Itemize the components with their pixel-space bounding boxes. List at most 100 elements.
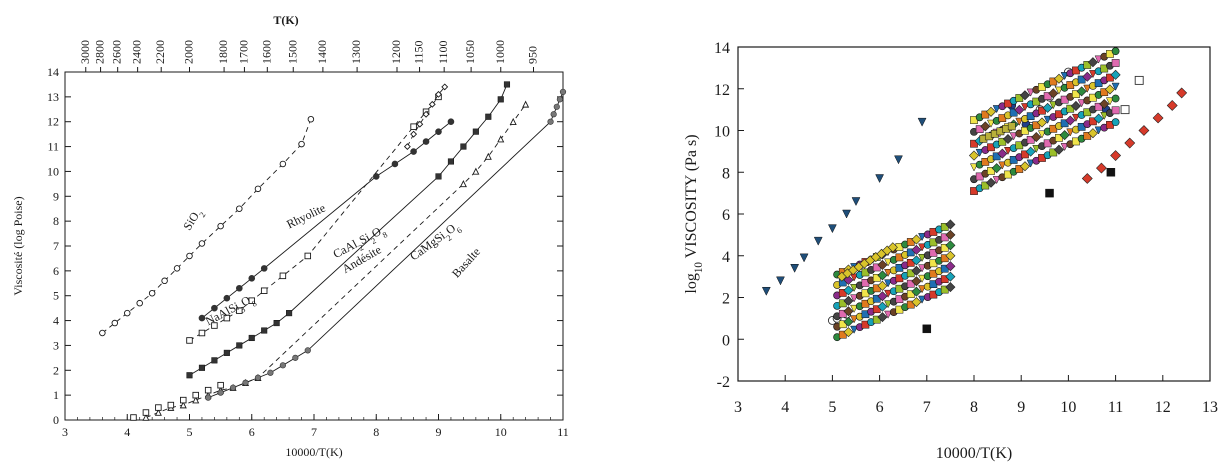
right-cluster-point — [1083, 84, 1092, 93]
right-cluster-point — [1060, 143, 1069, 152]
right-x-tick-label: 11 — [1108, 399, 1123, 416]
left-y-tick-label: 5 — [53, 289, 59, 303]
left-data-point — [509, 117, 517, 125]
left-data-point — [547, 118, 554, 125]
left-top-tick-label: 1050 — [463, 40, 477, 64]
right-y-axis-title: log10 VISCOSITY (Pa s) — [683, 134, 705, 293]
right-cluster-point — [985, 106, 997, 117]
right-y-tick-label: 4 — [722, 249, 730, 266]
right-cluster-point — [1048, 88, 1059, 99]
right-cluster-point — [911, 286, 922, 297]
right-cluster-point — [1066, 128, 1075, 137]
left-data-point — [447, 118, 455, 126]
right-data-point — [1110, 150, 1122, 161]
right-cluster-point — [850, 294, 859, 303]
right-cluster-point — [911, 255, 922, 266]
right-data-point — [799, 253, 809, 263]
left-data-point — [497, 96, 504, 103]
left-y-tick-label: 4 — [53, 314, 59, 328]
left-data-point — [472, 128, 479, 135]
right-cluster-point — [918, 264, 927, 273]
right-data-point — [1176, 87, 1188, 99]
right-x-tick-label: 6 — [876, 399, 884, 416]
left-data-point — [217, 381, 224, 389]
left-data-point — [410, 148, 417, 155]
right-cluster-point — [945, 219, 956, 230]
label-part: Rhyolite — [284, 201, 327, 232]
right-cluster-point — [992, 105, 1001, 114]
left-data-point — [292, 354, 299, 361]
left-data-point — [522, 100, 530, 108]
right-cluster-point — [911, 265, 922, 276]
left-top-tick-label: 2800 — [93, 40, 107, 64]
right-data-point — [790, 264, 800, 273]
left-data-point — [484, 152, 492, 160]
right-cluster-point — [884, 269, 893, 278]
right-cluster-point — [843, 306, 854, 317]
left-data-point — [403, 143, 411, 151]
right-cluster-point — [887, 242, 898, 253]
left-data-point — [441, 83, 449, 91]
right-cluster-point — [975, 148, 984, 157]
left-series-line — [189, 84, 508, 376]
left-data-point — [142, 413, 150, 421]
right-cluster-point — [1049, 101, 1058, 110]
right-cluster-point — [918, 274, 927, 283]
left-top-tick-label: 2000 — [182, 40, 196, 64]
left-top-tick-label: 1800 — [216, 40, 230, 64]
right-cluster-point — [1031, 132, 1042, 143]
right-x-tick-label: 3 — [734, 399, 742, 416]
left-top-tick-label: 1400 — [315, 40, 329, 64]
left-data-point — [435, 128, 442, 135]
left-data-point — [410, 130, 418, 138]
right-cluster-point — [1059, 130, 1070, 141]
left-top-tick-label: 1300 — [349, 40, 363, 64]
right-data-point — [851, 197, 861, 207]
right-cluster-point — [1003, 146, 1012, 156]
right-x-tick-label: 8 — [970, 399, 978, 416]
right-data-point — [813, 236, 823, 246]
left-data-point — [236, 205, 243, 212]
left-data-point — [550, 111, 557, 118]
right-cluster-point — [843, 285, 854, 296]
right-cluster-point — [884, 279, 893, 288]
right-cluster-point — [918, 285, 927, 294]
right-cluster-point — [918, 233, 927, 242]
left-y-tick-label: 1 — [53, 388, 59, 402]
right-data-point — [1152, 112, 1164, 124]
right-cluster-point — [1082, 71, 1093, 82]
right-cluster-point — [911, 276, 922, 287]
left-data-point — [447, 158, 454, 165]
left-data-point — [186, 372, 193, 379]
left-curve-label: Basalte — [449, 245, 483, 281]
left-data-point — [304, 347, 311, 354]
left-y-tick-label: 11 — [47, 140, 59, 154]
left-data-point — [248, 297, 255, 304]
right-cluster-point — [1111, 82, 1120, 91]
left-data-point — [261, 327, 268, 334]
label-part: NaAlSi — [203, 299, 242, 329]
right-y-tick-label: 2 — [722, 291, 730, 308]
right-x-tick-label: 5 — [828, 399, 836, 416]
right-cluster-point — [884, 258, 893, 267]
left-x-tick-label: 6 — [249, 425, 255, 439]
right-cluster-point — [998, 161, 1007, 170]
left-data-point — [279, 272, 287, 280]
right-cluster-point — [877, 270, 888, 281]
left-x-tick-label: 8 — [373, 425, 379, 439]
left-data-point — [242, 379, 249, 386]
right-cluster-point — [877, 301, 888, 312]
right-cluster-point — [877, 312, 888, 323]
right-cluster-point — [980, 121, 991, 132]
right-data-point — [894, 155, 903, 165]
right-cluster-point — [1032, 145, 1041, 154]
right-cluster-point — [1104, 84, 1115, 95]
right-plot-frame — [737, 46, 1211, 382]
left-top-tick-label: 1000 — [493, 40, 507, 64]
left-data-point — [205, 394, 212, 401]
left-top-tick-label: 1150 — [412, 40, 426, 64]
right-cluster-point — [1065, 115, 1076, 126]
left-curve-label: CaMgSi2O6 — [407, 218, 463, 266]
right-cluster-point — [877, 291, 888, 302]
